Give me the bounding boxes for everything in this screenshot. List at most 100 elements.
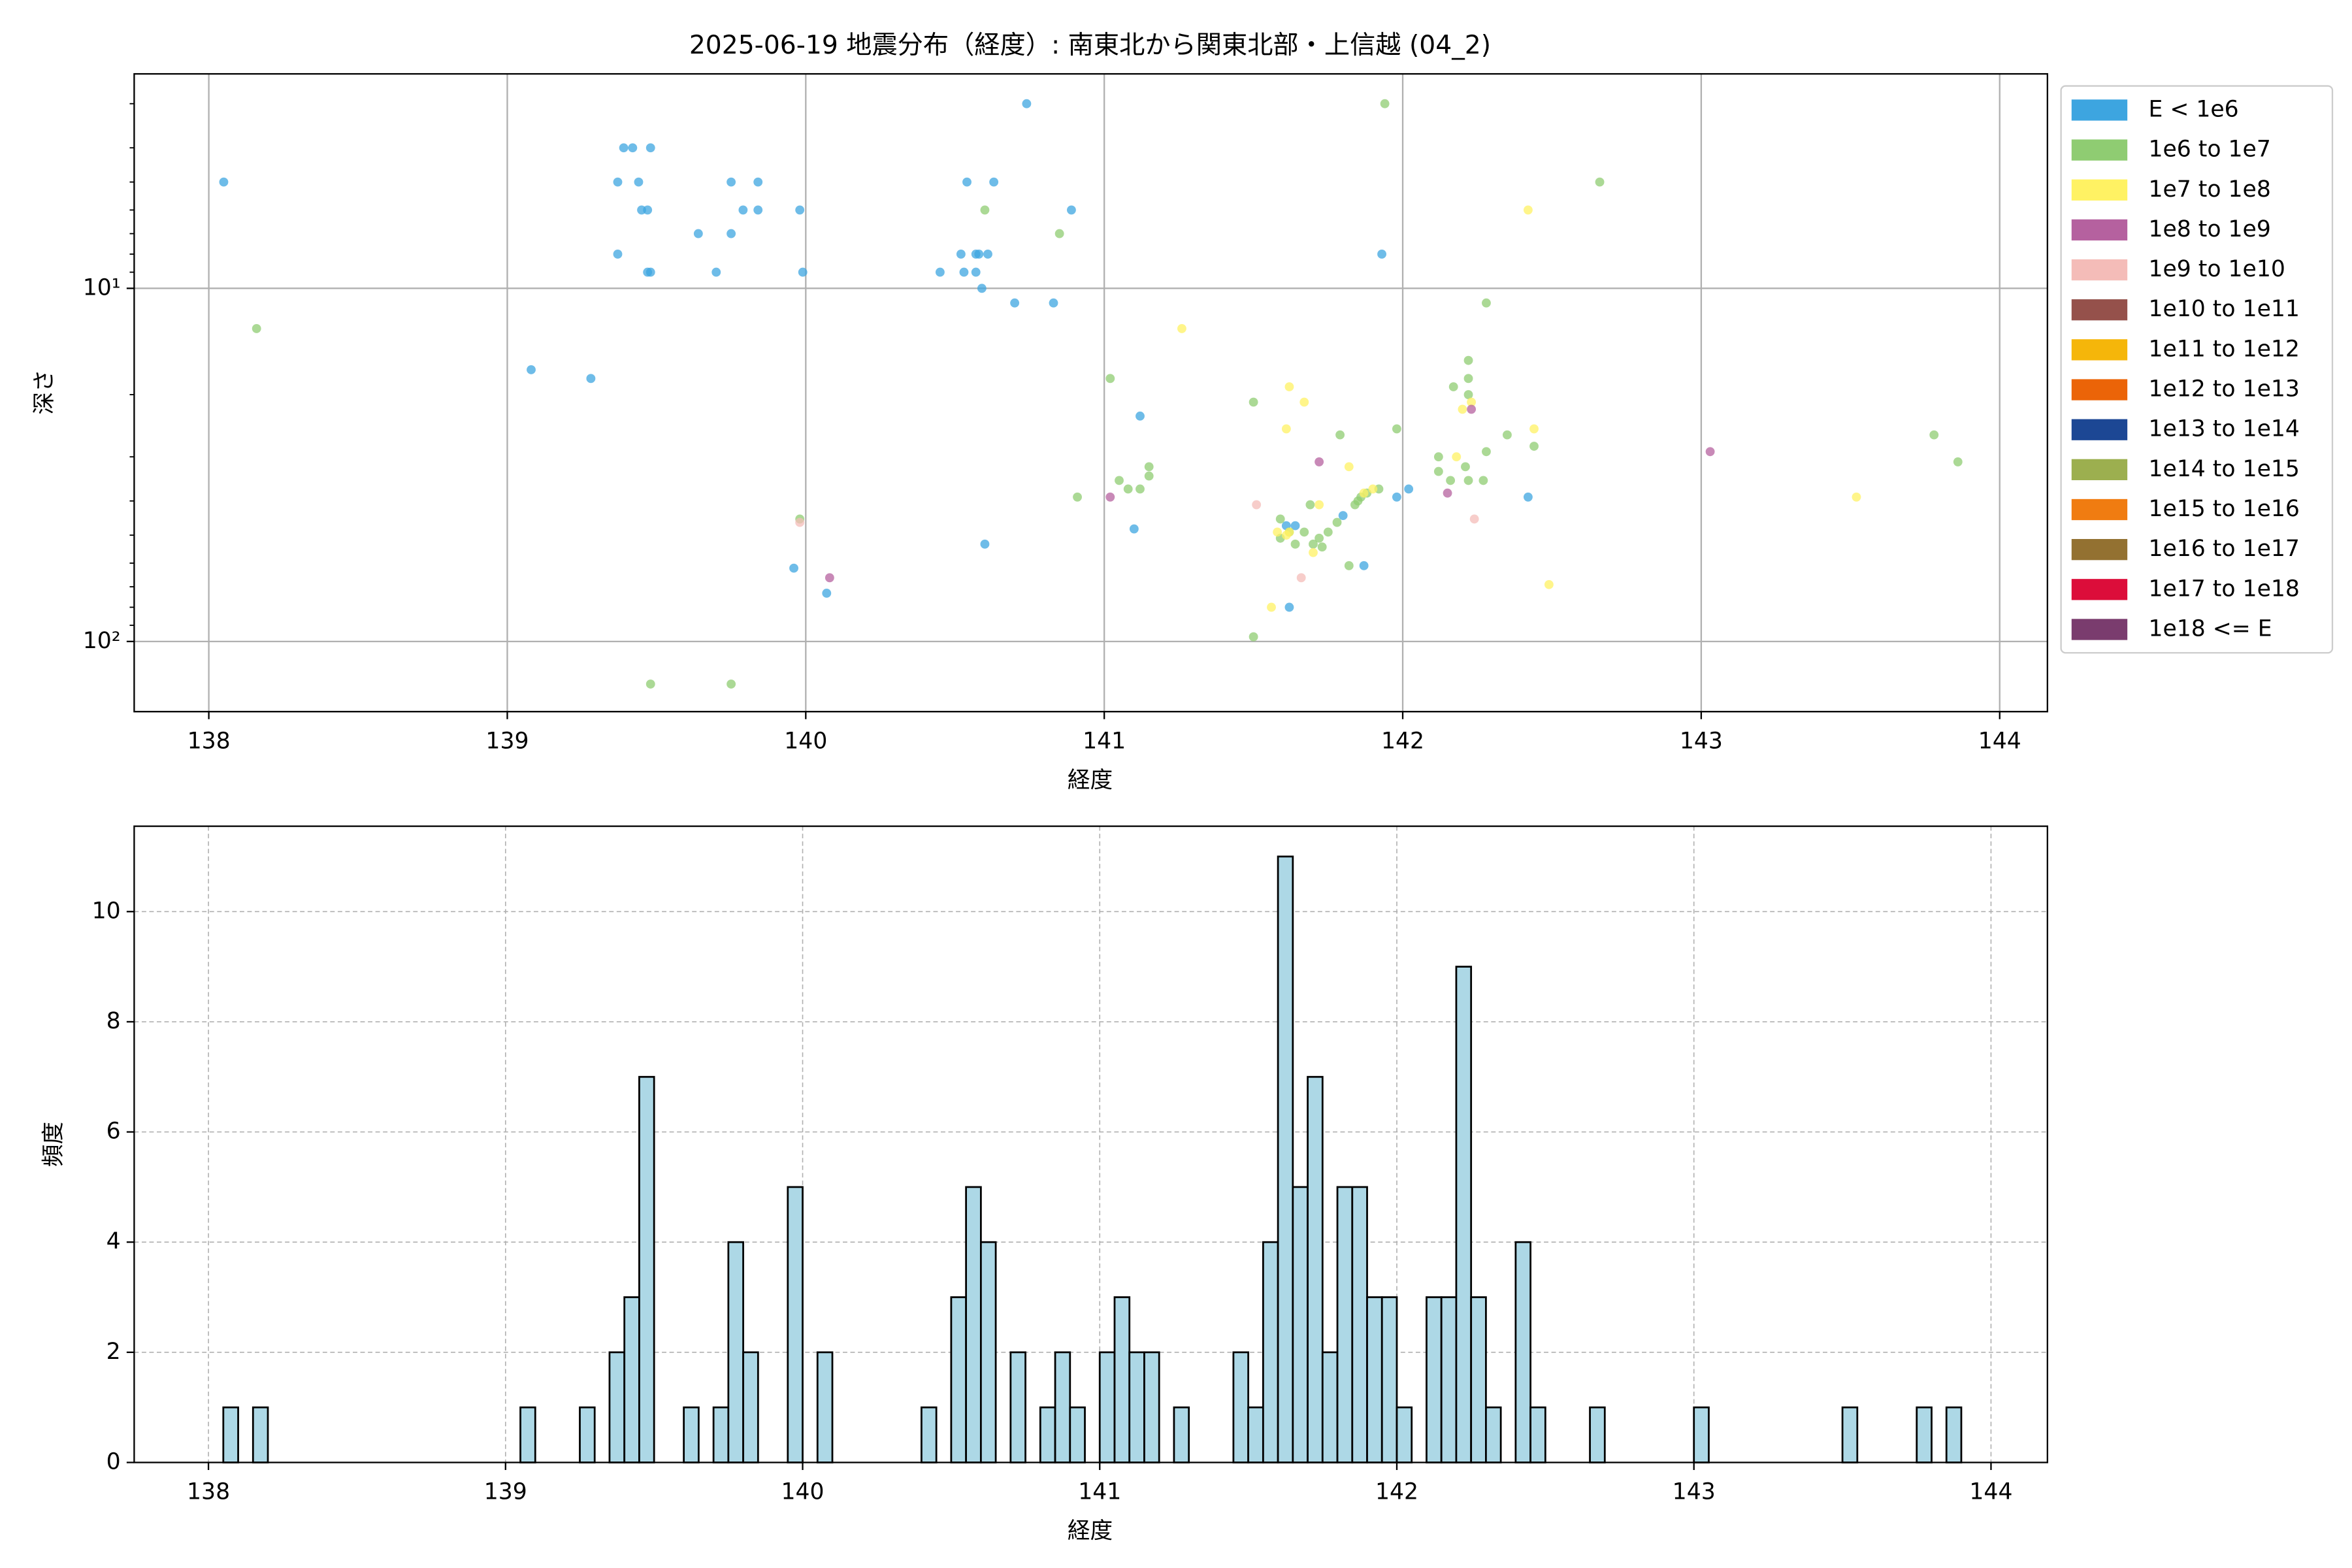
scatter-point <box>962 177 972 187</box>
scatter-point <box>1467 404 1477 414</box>
scatter-point <box>693 229 703 238</box>
scatter-point <box>252 324 261 333</box>
legend-swatch <box>2071 99 2128 121</box>
x-axis-label: 経度 <box>1068 767 1113 793</box>
scatter-point <box>1523 205 1533 215</box>
scatter-point <box>1380 99 1390 108</box>
histogram-bar <box>1396 1406 1413 1463</box>
scatter-point <box>1544 580 1554 589</box>
histogram-bar <box>1529 1406 1546 1463</box>
legend-label: 1e10 to 1e11 <box>2148 296 2299 322</box>
scatter-point <box>1478 476 1488 485</box>
scatter-point <box>1309 539 1318 549</box>
scatter-point <box>977 284 987 293</box>
x-axis-label: 経度 <box>1068 1518 1113 1544</box>
scatter-point <box>1446 476 1456 485</box>
scatter-point <box>1461 462 1470 472</box>
histogram-bar <box>816 1351 834 1463</box>
x-tick-label: 144 <box>1978 728 2021 754</box>
scatter-point <box>738 205 748 215</box>
scatter-point <box>1317 542 1327 552</box>
plot-frame <box>133 73 2048 713</box>
scatter-point <box>613 177 623 187</box>
histogram-bar <box>1307 1075 1324 1463</box>
scatter-point <box>711 267 721 277</box>
legend-label: 1e7 to 1e8 <box>2148 176 2270 203</box>
histogram-bar <box>1693 1406 1710 1463</box>
scatter-point <box>1344 561 1354 570</box>
histogram-bar <box>1321 1351 1339 1463</box>
scatter-point <box>1073 492 1082 502</box>
scatter-point <box>983 250 992 259</box>
histogram-bar <box>950 1296 968 1463</box>
scatter-point <box>1463 374 1473 384</box>
scatter-point <box>1275 514 1285 524</box>
scatter-point <box>613 250 623 259</box>
chart-title: 2025-06-19 地震分布（経度）: 南東北から関東北部・上信越 (04_2… <box>689 31 1491 60</box>
legend-label: 1e9 to 1e10 <box>2148 256 2285 282</box>
y-tick-label: 8 <box>106 1008 121 1034</box>
y-tick-label: 10² <box>83 628 121 654</box>
legend-swatch <box>2071 498 2128 521</box>
histogram-bar <box>1173 1406 1190 1463</box>
scatter-point <box>645 143 655 153</box>
scatter-point <box>727 177 736 187</box>
histogram-bar <box>1351 1186 1368 1463</box>
histogram-bar <box>608 1351 626 1463</box>
scatter-point <box>1315 533 1324 543</box>
scatter-point <box>1595 177 1605 187</box>
scatter-point <box>527 365 536 374</box>
scatter-point <box>1105 492 1115 502</box>
scatter-point <box>1433 466 1443 476</box>
scatter-point <box>795 517 805 527</box>
histogram-bar <box>1470 1296 1487 1463</box>
y-tick-label: 4 <box>106 1228 121 1254</box>
legend-box <box>2060 85 2334 654</box>
scatter-point <box>1290 539 1300 549</box>
scatter-point <box>1177 324 1186 333</box>
scatter-point <box>727 679 736 689</box>
x-tick-label: 142 <box>1381 728 1424 754</box>
histogram-bar <box>1247 1406 1264 1463</box>
scatter-point <box>1443 488 1452 498</box>
scatter-point <box>1359 488 1369 498</box>
x-tick-label: 144 <box>1969 1479 2012 1505</box>
scatter-point <box>753 177 763 187</box>
y-tick-label: 10¹ <box>83 274 121 301</box>
legend-label: 1e17 to 1e18 <box>2148 576 2299 602</box>
histogram-bar <box>1232 1351 1250 1463</box>
histogram-bar <box>1143 1351 1160 1463</box>
scatter-point <box>1284 527 1294 537</box>
scatter-point <box>956 250 966 259</box>
y-tick-label: 0 <box>106 1448 121 1475</box>
histogram-bar <box>727 1241 744 1463</box>
x-tick-label: 140 <box>784 728 827 754</box>
scatter-point <box>1123 484 1133 494</box>
legend-label: 1e6 to 1e7 <box>2148 137 2270 163</box>
scatter-point <box>1144 471 1154 481</box>
histogram-bar <box>1380 1296 1398 1463</box>
scatter-point <box>789 563 798 573</box>
scatter-point <box>935 267 945 277</box>
legend-swatch <box>2071 299 2128 321</box>
scatter-point <box>1049 298 1058 308</box>
x-tick-label: 143 <box>1673 1479 1716 1505</box>
scatter-point <box>1469 514 1479 524</box>
scatter-point <box>1284 382 1294 391</box>
histogram-bar <box>683 1406 700 1463</box>
scatter-point <box>1523 492 1533 502</box>
legend-label: 1e12 to 1e13 <box>2148 376 2299 402</box>
scatter-point <box>1705 447 1715 457</box>
histogram-bar <box>1069 1406 1086 1463</box>
histogram-bar <box>638 1075 655 1463</box>
x-tick-label: 140 <box>781 1479 824 1505</box>
scatter-point <box>1135 411 1145 421</box>
legend-swatch <box>2071 579 2128 600</box>
legend-swatch <box>2071 619 2128 640</box>
scatter-point <box>1503 430 1512 440</box>
histogram-bar <box>1054 1351 1071 1463</box>
scatter-point <box>1144 462 1154 472</box>
scatter-point <box>1267 602 1276 612</box>
histogram-bar <box>1292 1186 1309 1463</box>
